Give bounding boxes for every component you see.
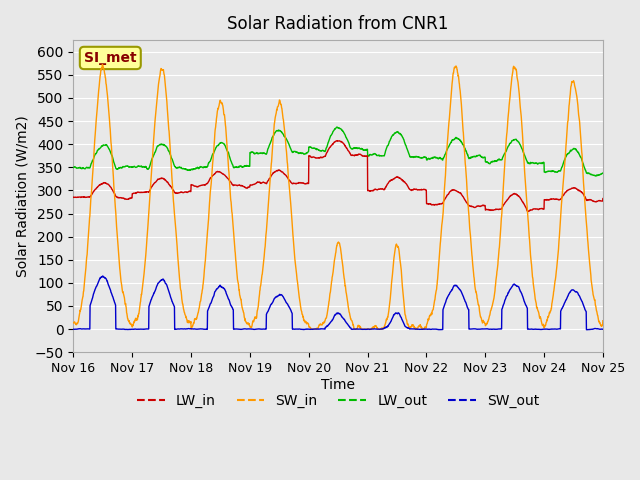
Y-axis label: Solar Radiation (W/m2): Solar Radiation (W/m2)	[15, 115, 29, 277]
Title: Solar Radiation from CNR1: Solar Radiation from CNR1	[227, 15, 449, 33]
Legend: LW_in, SW_in, LW_out, SW_out: LW_in, SW_in, LW_out, SW_out	[131, 389, 545, 414]
X-axis label: Time: Time	[321, 378, 355, 392]
Text: SI_met: SI_met	[84, 51, 136, 65]
